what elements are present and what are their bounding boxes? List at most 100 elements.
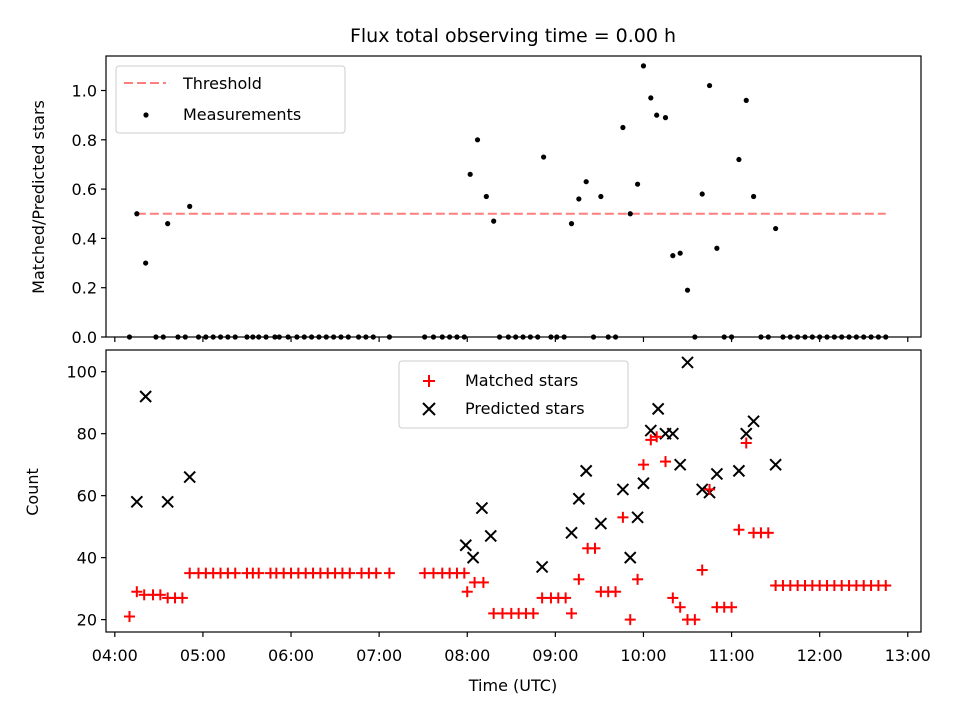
measurement-point (640, 63, 647, 69)
bottom-y-tick-label: 80 (77, 425, 97, 444)
matched-star-marker (880, 580, 892, 592)
legend-measurements-swatch (143, 112, 149, 118)
measurement-point (134, 211, 140, 217)
matched-star-marker (229, 567, 241, 579)
predicted-star-marker (624, 551, 637, 564)
marker-stroke (747, 415, 760, 428)
legend-measurements-label: Measurements (183, 105, 301, 124)
measurement-point (535, 334, 541, 340)
measurement-point (861, 334, 867, 340)
marker-stroke (666, 427, 680, 440)
measurement-point (195, 334, 202, 340)
measurement-point (447, 334, 453, 340)
measurement-point (548, 334, 554, 340)
predicted-star-marker (644, 424, 658, 437)
measurement-point (634, 181, 641, 187)
top-y-tick-label: 0.2 (72, 279, 97, 298)
predicted-star-marker (161, 495, 174, 509)
measurement-point (743, 97, 749, 103)
predicted-star-marker (681, 356, 694, 369)
bottom-axes-frame (105, 349, 922, 633)
measurement-points (126, 63, 889, 340)
measurement-point (662, 115, 669, 121)
measurement-point (217, 334, 224, 340)
measurement-point (787, 334, 793, 340)
x-tick-label: 06:00 (268, 646, 314, 665)
x-tick-label: 13:00 (885, 646, 931, 665)
measurement-point (308, 334, 315, 340)
matched-star-marker (461, 586, 473, 598)
measurement-point (386, 334, 393, 340)
matched-star-marker (733, 524, 745, 536)
matched-star-marker (624, 614, 636, 626)
measurement-point (728, 334, 735, 340)
legend-predicted-swatch (422, 402, 436, 416)
measurement-point (430, 334, 437, 340)
marker-stroke (624, 551, 637, 564)
measurement-point (182, 334, 188, 340)
measurement-point (684, 287, 691, 293)
marker-stroke (651, 402, 665, 416)
marker-stroke (579, 464, 593, 478)
measurement-point (561, 334, 567, 340)
marker-stroke (594, 517, 608, 530)
matched-star-marker (344, 567, 356, 579)
measurement-point (210, 334, 216, 340)
measurement-point (244, 334, 250, 340)
measurement-point (272, 334, 278, 340)
top-y-tick-label: 0.4 (72, 229, 97, 248)
measurement-point (491, 218, 497, 224)
bottom-legend: Matched stars Predicted stars (398, 360, 629, 429)
marker-stroke (673, 458, 687, 471)
predicted-star-marker (594, 517, 608, 530)
matched-star-marker (689, 614, 701, 626)
predicted-star-marker (695, 483, 709, 496)
x-tick-label: 11:00 (709, 646, 755, 665)
bottom-y-tick-label: 60 (77, 487, 97, 506)
matched-star-marker (610, 586, 622, 598)
matched-star-marker (370, 567, 382, 579)
matched-star-marker (762, 527, 774, 539)
marker-stroke (637, 477, 650, 490)
matched-star-marker (154, 589, 166, 601)
measurement-point (554, 334, 560, 340)
measurement-point (294, 334, 300, 340)
marker-stroke (710, 467, 724, 481)
predicted-star-marker (183, 470, 196, 484)
measurement-point (654, 112, 660, 118)
measurement-point (598, 193, 604, 200)
predicted-star-marker (651, 402, 665, 416)
measurement-point (527, 334, 533, 340)
predicted-star-marker (631, 511, 644, 524)
measurement-point (883, 334, 889, 340)
bottom-y-tick-label: 100 (66, 363, 97, 382)
marker-stroke (644, 424, 658, 437)
measurement-point (143, 260, 149, 266)
matched-star-marker (560, 592, 572, 604)
measurement-point (648, 95, 654, 101)
predicted-star-marker (475, 501, 489, 515)
matched-star-marker (573, 573, 585, 585)
matched-star-marker (667, 592, 679, 604)
measurement-point (736, 156, 742, 163)
top-legend-box (115, 65, 346, 134)
measurement-point (439, 334, 445, 340)
measurement-point (605, 334, 611, 340)
x-tick-label: 08:00 (444, 646, 490, 665)
measurement-point (846, 334, 852, 340)
legend-predicted-label: Predicted stars (465, 399, 585, 418)
measurement-point (780, 334, 786, 340)
predicted-star-marker (130, 495, 144, 509)
chart-title: Flux total observing time = 0.00 h (350, 25, 676, 47)
x-tick-label: 05:00 (180, 646, 226, 665)
measurement-point (714, 245, 720, 251)
measurement-point (824, 334, 830, 340)
top-y-tick-label: 0.0 (72, 328, 97, 347)
measurement-point (576, 196, 582, 202)
measurement-point (160, 334, 166, 340)
predicted-star-marker (616, 483, 630, 496)
measurement-point (809, 334, 815, 340)
measurement-point (483, 193, 489, 200)
measurement-point (316, 334, 322, 340)
x-tick-label: 09:00 (532, 646, 578, 665)
